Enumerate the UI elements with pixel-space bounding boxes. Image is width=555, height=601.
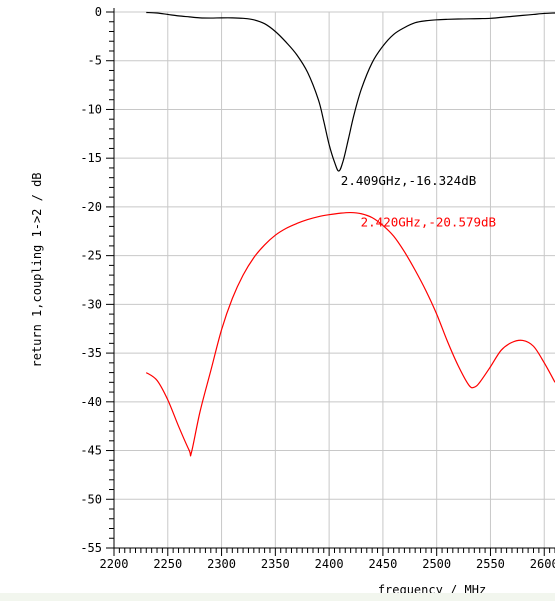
y-axis-title: return 1,coupling 1->2 / dB (30, 172, 44, 367)
chart-ticks (106, 11, 555, 556)
y-tick-label--30: -30 (80, 297, 102, 311)
y-tick-label--20: -20 (80, 200, 102, 214)
y-tick-label--40: -40 (80, 395, 102, 409)
y-tick-label--50: -50 (80, 492, 102, 506)
series-line-2 (145, 211, 555, 457)
x-tick-label-2250: 2250 (153, 557, 182, 571)
x-tick-label-2450: 2450 (368, 557, 397, 571)
chart-axes (113, 8, 555, 549)
series-line-1 (146, 11, 555, 172)
chart-grid (114, 11, 555, 548)
y-tick-label--25: -25 (80, 249, 102, 263)
x-tick-label-2400: 2400 (315, 557, 344, 571)
x-tick-label-2500: 2500 (422, 557, 451, 571)
y-tick-label-0: 0 (95, 5, 102, 19)
marker-readout-2: 2.420GHz,-20.579dB (361, 215, 496, 230)
bottom-status-strip (0, 593, 555, 601)
y-tick-label--35: -35 (80, 346, 102, 360)
x-tick-label-2350: 2350 (261, 557, 290, 571)
chart-series-layer (145, 11, 555, 457)
y-tick-label--5: -5 (88, 54, 102, 68)
y-tick-label--10: -10 (80, 102, 102, 116)
chart-tick-labels: 0 -5 -10 -15 -20 -25 -30 -35 -40 -45 -50 -55 2200 225… (80, 5, 555, 571)
y-tick-label--55: -55 (80, 541, 102, 555)
marker-readout-1: 2.409GHz,-16.324dB (341, 173, 476, 188)
chart-annotations: 2.409GHz,-16.324dB 2.420GHz,-20.579dB (341, 173, 496, 229)
y-tick-label--15: -15 (80, 151, 102, 165)
x-tick-label-2200: 2200 (100, 557, 129, 571)
x-tick-label-2550: 2550 (476, 557, 505, 571)
x-tick-label-2300: 2300 (207, 557, 236, 571)
x-tick-label-2600: 2600 (530, 557, 555, 571)
y-tick-label--45: -45 (80, 444, 102, 458)
